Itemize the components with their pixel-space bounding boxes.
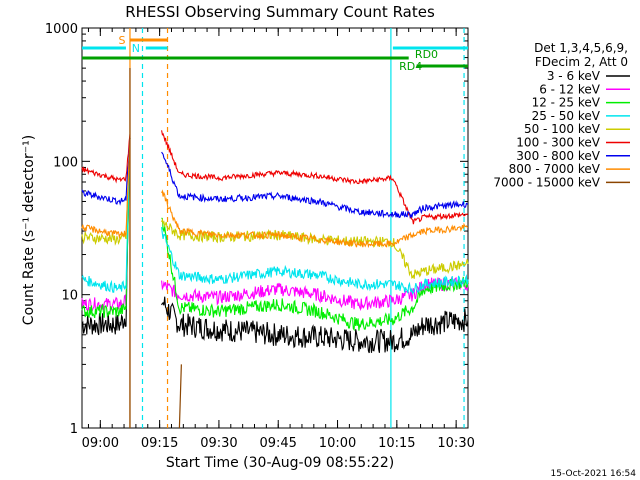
state-bar-label: RD4 xyxy=(399,60,422,73)
legend-entry-label: 6 - 12 keV xyxy=(539,82,601,96)
legend-entry-label: 100 - 300 keV xyxy=(516,136,600,150)
state-bar-label: RD0 xyxy=(415,48,438,61)
x-tick-label: 10:30 xyxy=(437,436,474,451)
legend-header-line-1: Det 1,3,4,5,6,9, xyxy=(534,41,628,55)
footer-date: 15-Oct-2021 16:54 xyxy=(551,469,637,479)
legend: Det 1,3,4,5,6,9, FDecim 2, Att 0 3 - 6 k… xyxy=(493,41,630,189)
series-line-800_7000keV xyxy=(81,137,131,239)
series-line-12_25keV xyxy=(161,217,469,332)
x-tick-label: 09:00 xyxy=(82,436,119,451)
legend-entry-label: 800 - 7000 keV xyxy=(509,162,601,176)
legend-entry-label: 300 - 800 keV xyxy=(516,149,600,163)
legend-entry-label: 7000 - 15000 keV xyxy=(493,175,600,189)
x-tick-label: 09:45 xyxy=(259,436,296,451)
legend-entry-label: 3 - 6 keV xyxy=(547,69,601,83)
y-axis-label: Count Rate (s⁻¹ detector⁻¹) xyxy=(21,135,37,325)
x-axis-label: Start Time (30-Aug-09 08:55:22) xyxy=(166,455,394,471)
x-tick-label: 10:15 xyxy=(378,436,415,451)
series-line-100_300keV xyxy=(81,134,131,184)
series-line-6_12keV xyxy=(81,137,131,313)
series-line-25_50keV xyxy=(161,227,469,295)
legend-entry-label: 12 - 25 keV xyxy=(532,96,601,110)
y-tick-label: 10 xyxy=(61,289,78,304)
y-tick-label: 100 xyxy=(53,155,78,170)
series-line-3_6keV xyxy=(161,296,469,354)
state-bar-label: N xyxy=(132,42,140,55)
series-line-50_100keV xyxy=(161,217,469,279)
series-line-12_25keV xyxy=(81,137,131,319)
series-line-25_50keV xyxy=(81,137,131,293)
series-line-100_300keV xyxy=(161,130,469,225)
x-tick-label: 09:30 xyxy=(200,436,237,451)
x-tick-label: 09:15 xyxy=(141,436,178,451)
legend-entry-label: 25 - 50 keV xyxy=(532,109,601,123)
legend-entry-label: 50 - 100 keV xyxy=(524,122,601,136)
series-line-300_800keV xyxy=(81,137,131,206)
state-bar-label: S xyxy=(118,34,125,47)
x-tick-label: 10:00 xyxy=(319,436,356,451)
legend-header-line-2: FDecim 2, Att 0 xyxy=(535,55,628,69)
y-tick-label: 1 xyxy=(70,422,78,437)
chart-title: RHESSI Observing Summary Count Rates xyxy=(125,3,435,21)
series-line-300_800keV xyxy=(161,151,469,219)
y-tick-label: 1000 xyxy=(45,22,78,37)
plot-frame xyxy=(81,27,469,429)
series-line-7000-15000 xyxy=(178,364,182,429)
series-line-3_6keV xyxy=(81,137,131,336)
series-line-800_7000keV xyxy=(161,189,469,249)
